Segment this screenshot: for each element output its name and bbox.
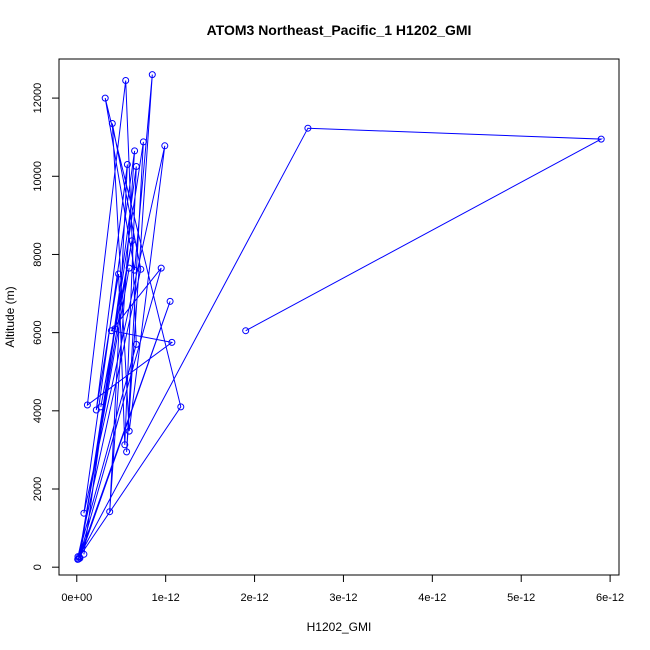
data-point <box>80 550 88 558</box>
data-point <box>106 508 114 516</box>
y-tick-label: 6000 <box>32 320 44 344</box>
data-point <box>121 441 129 449</box>
data-point <box>75 555 83 563</box>
data-point <box>137 265 145 273</box>
data-point <box>125 427 133 435</box>
data-point <box>123 448 131 456</box>
data-point <box>242 327 250 335</box>
x-tick-label: 3e-12 <box>329 592 357 604</box>
x-tick-label: 6e-12 <box>596 592 624 604</box>
y-tick-label: 10000 <box>32 161 44 192</box>
data-point <box>148 71 156 79</box>
x-tick-label: 2e-12 <box>240 592 268 604</box>
x-tick-label: 1e-12 <box>152 592 180 604</box>
x-tick-label: 5e-12 <box>507 592 535 604</box>
data-point <box>108 120 116 127</box>
y-tick-label: 8000 <box>32 242 44 266</box>
data-point <box>168 338 176 346</box>
y-axis: 0 2000 4000 6000 8000 10000 12000 <box>32 83 60 570</box>
data-point <box>139 138 147 146</box>
data-point <box>131 147 139 155</box>
x-tick-label: 4e-12 <box>418 592 446 604</box>
x-axis-label: H1202_GMI <box>307 620 372 634</box>
x-axis: 0e+00 1e-12 2e-12 3e-12 4e-12 5e-12 6e-12 <box>61 574 624 604</box>
data-point <box>115 270 123 278</box>
y-tick-label: 0 <box>32 564 44 570</box>
chart-title: ATOM3 Northeast_Pacific_1 H1202_GMI <box>207 22 472 38</box>
data-point <box>132 340 140 348</box>
y-tick-label: 2000 <box>32 477 44 501</box>
data-point <box>597 135 605 143</box>
data-point <box>122 77 130 84</box>
data-point <box>166 297 174 305</box>
data-point <box>97 403 105 411</box>
data-point <box>80 509 88 517</box>
data-point <box>83 401 91 409</box>
data-point <box>123 161 131 168</box>
data-point <box>101 94 109 102</box>
x-tick-label: 0e+00 <box>61 592 92 604</box>
data-point <box>128 237 136 245</box>
series-layer <box>74 71 605 563</box>
data-point <box>132 163 140 170</box>
data-point <box>157 264 165 272</box>
data-point <box>125 264 133 272</box>
y-axis-label: Altitude (m) <box>3 286 17 347</box>
data-point <box>107 327 115 335</box>
data-point <box>177 403 185 411</box>
data-point <box>161 142 169 150</box>
series-line <box>77 74 604 560</box>
data-point <box>304 124 312 132</box>
y-tick-label: 4000 <box>32 399 44 423</box>
data-point <box>111 325 119 333</box>
y-tick-label: 12000 <box>32 83 44 114</box>
